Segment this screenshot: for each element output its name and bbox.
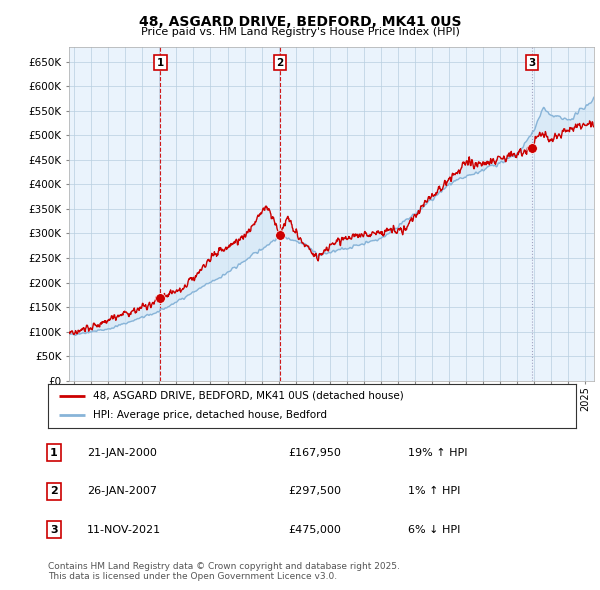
Text: 19% ↑ HPI: 19% ↑ HPI [408, 448, 467, 458]
Text: 1: 1 [50, 448, 58, 458]
Text: HPI: Average price, detached house, Bedford: HPI: Average price, detached house, Bedf… [93, 411, 327, 420]
Text: 21-JAN-2000: 21-JAN-2000 [87, 448, 157, 458]
Text: Contains HM Land Registry data © Crown copyright and database right 2025.
This d: Contains HM Land Registry data © Crown c… [48, 562, 400, 581]
Text: 2: 2 [276, 58, 283, 68]
Text: 26-JAN-2007: 26-JAN-2007 [87, 486, 157, 496]
Text: £297,500: £297,500 [288, 486, 341, 496]
Text: £475,000: £475,000 [288, 525, 341, 535]
Text: 1% ↑ HPI: 1% ↑ HPI [408, 486, 460, 496]
Text: Price paid vs. HM Land Registry's House Price Index (HPI): Price paid vs. HM Land Registry's House … [140, 27, 460, 37]
Text: 2: 2 [50, 486, 58, 496]
Text: 1: 1 [157, 58, 164, 68]
Text: 3: 3 [529, 58, 536, 68]
Text: £167,950: £167,950 [288, 448, 341, 458]
Text: 48, ASGARD DRIVE, BEDFORD, MK41 0US (detached house): 48, ASGARD DRIVE, BEDFORD, MK41 0US (det… [93, 391, 404, 401]
Text: 6% ↓ HPI: 6% ↓ HPI [408, 525, 460, 535]
Text: 48, ASGARD DRIVE, BEDFORD, MK41 0US: 48, ASGARD DRIVE, BEDFORD, MK41 0US [139, 15, 461, 29]
Text: 3: 3 [50, 525, 58, 535]
Text: 11-NOV-2021: 11-NOV-2021 [87, 525, 161, 535]
